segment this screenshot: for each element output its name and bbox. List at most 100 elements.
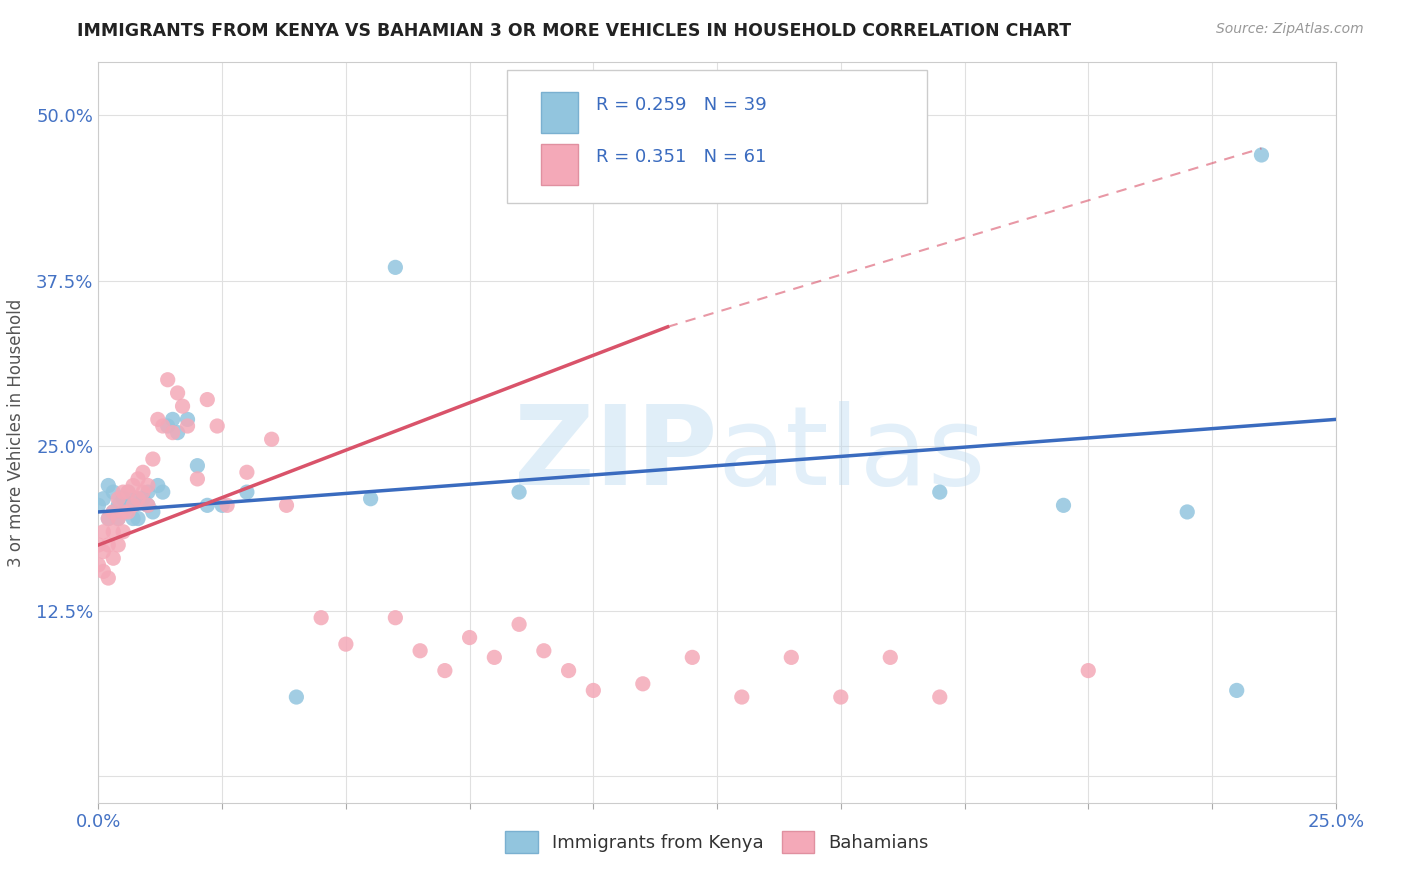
Point [146, 478, 169, 492]
Point [205, 419, 228, 434]
Point [127, 491, 149, 506]
Point [508, 485, 530, 500]
Point [384, 260, 406, 275]
Point [112, 505, 135, 519]
Point [631, 677, 654, 691]
FancyBboxPatch shape [541, 144, 578, 185]
Point [309, 611, 332, 625]
Text: R = 0.259   N = 39: R = 0.259 N = 39 [596, 95, 766, 114]
Point [136, 485, 159, 500]
Point [681, 650, 703, 665]
Point [166, 386, 188, 401]
Point [433, 664, 456, 678]
Point [112, 485, 135, 500]
Point [152, 485, 174, 500]
Point [879, 650, 901, 665]
Point [103, 524, 125, 539]
Point [533, 644, 555, 658]
Point [107, 511, 129, 525]
Point [335, 637, 357, 651]
Point [1077, 664, 1099, 678]
Point [176, 412, 198, 426]
Point [132, 491, 155, 506]
Point [107, 538, 129, 552]
Point [117, 499, 139, 513]
Point [117, 485, 139, 500]
Point [928, 690, 950, 704]
Point [409, 644, 432, 658]
Point [236, 485, 259, 500]
Text: ZIP: ZIP [513, 401, 717, 508]
Point [122, 511, 145, 525]
Point [152, 419, 174, 434]
Point [87, 538, 110, 552]
Point [117, 505, 139, 519]
Point [87, 558, 110, 572]
Point [127, 472, 149, 486]
Point [195, 499, 218, 513]
Point [166, 425, 188, 440]
Point [107, 491, 129, 506]
Point [1175, 505, 1198, 519]
Point [928, 485, 950, 500]
Point [195, 392, 218, 407]
Point [107, 511, 129, 525]
Point [136, 499, 159, 513]
Text: atlas: atlas [717, 401, 986, 508]
Point [830, 690, 852, 704]
Point [97, 511, 120, 525]
Point [236, 465, 259, 479]
Point [103, 505, 125, 519]
Point [557, 664, 579, 678]
Point [132, 465, 155, 479]
Point [97, 478, 120, 492]
Point [731, 690, 754, 704]
Point [132, 485, 155, 500]
Point [211, 499, 233, 513]
Point [122, 499, 145, 513]
Point [360, 491, 382, 506]
Point [112, 505, 135, 519]
Point [162, 425, 184, 440]
Point [156, 373, 179, 387]
Text: Source: ZipAtlas.com: Source: ZipAtlas.com [1216, 22, 1364, 37]
Point [156, 419, 179, 434]
Point [1226, 683, 1249, 698]
Point [136, 478, 159, 492]
Point [122, 478, 145, 492]
FancyBboxPatch shape [506, 70, 928, 203]
Point [112, 524, 135, 539]
Point [582, 683, 605, 698]
Point [122, 499, 145, 513]
Point [103, 505, 125, 519]
Point [484, 650, 506, 665]
Point [260, 432, 283, 446]
Point [103, 551, 125, 566]
Point [142, 452, 165, 467]
Point [1250, 148, 1272, 162]
FancyBboxPatch shape [541, 92, 578, 133]
Point [136, 499, 159, 513]
Point [186, 458, 208, 473]
Point [93, 565, 115, 579]
Point [103, 485, 125, 500]
Point [508, 617, 530, 632]
Point [93, 524, 115, 539]
Point [384, 611, 406, 625]
Point [87, 499, 110, 513]
Point [97, 511, 120, 525]
Point [186, 472, 208, 486]
Legend: Immigrants from Kenya, Bahamians: Immigrants from Kenya, Bahamians [498, 824, 936, 861]
Y-axis label: 3 or more Vehicles in Household: 3 or more Vehicles in Household [7, 299, 25, 566]
Text: R = 0.351   N = 61: R = 0.351 N = 61 [596, 147, 766, 166]
Point [93, 544, 115, 558]
Point [112, 491, 135, 506]
Point [285, 690, 308, 704]
Point [93, 491, 115, 506]
Text: IMMIGRANTS FROM KENYA VS BAHAMIAN 3 OR MORE VEHICLES IN HOUSEHOLD CORRELATION CH: IMMIGRANTS FROM KENYA VS BAHAMIAN 3 OR M… [77, 22, 1071, 40]
Point [172, 399, 194, 413]
Point [107, 499, 129, 513]
Point [217, 499, 239, 513]
Point [162, 412, 184, 426]
Point [97, 571, 120, 585]
